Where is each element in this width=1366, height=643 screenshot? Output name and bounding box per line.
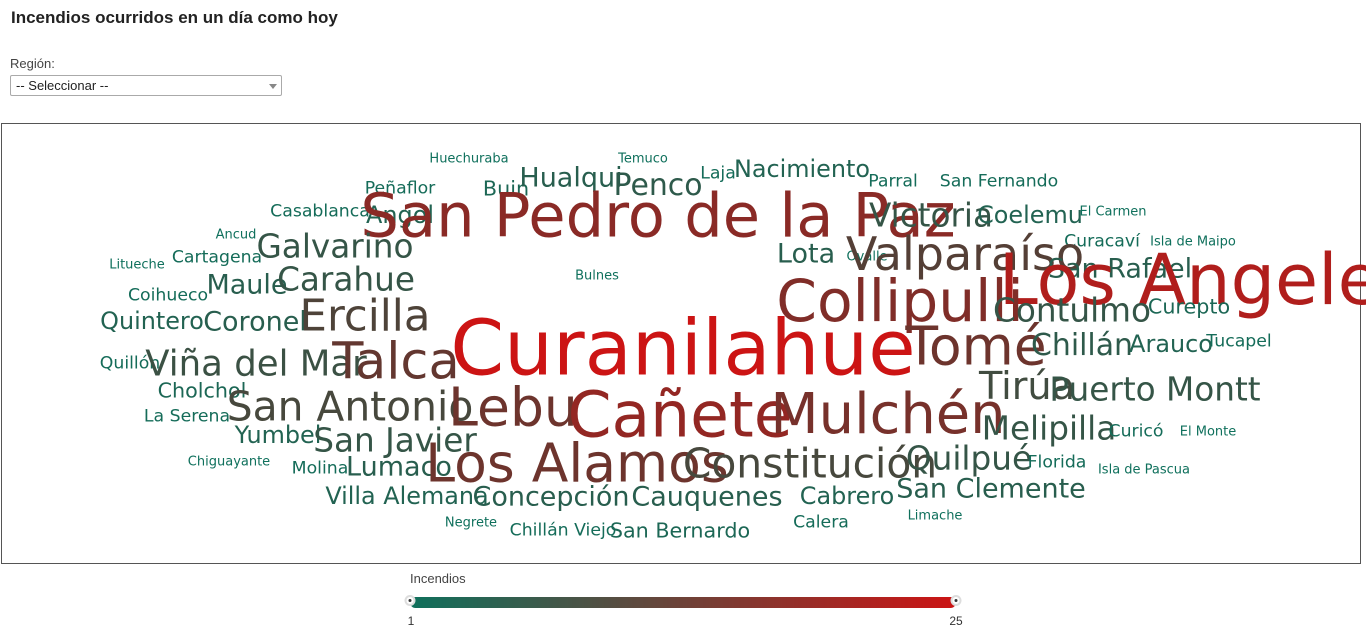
cloud-word[interactable]: Concepción	[472, 481, 630, 513]
cloud-word[interactable]: Los Angeles	[998, 238, 1366, 321]
cloud-word[interactable]: Angol	[366, 201, 434, 230]
cloud-word[interactable]: Buin	[482, 176, 530, 201]
page-title: Incendios ocurridos en un día como hoy	[11, 8, 338, 27]
chevron-down-icon	[269, 84, 277, 89]
cloud-word[interactable]: Tomé	[905, 314, 1047, 378]
cloud-word[interactable]: Casablanca	[270, 201, 370, 222]
cloud-word[interactable]: Ancud	[215, 227, 257, 243]
cloud-word[interactable]: Bulnes	[575, 268, 619, 284]
cloud-word[interactable]: Valparaíso	[845, 227, 1085, 281]
legend-min-handle[interactable]	[404, 595, 416, 606]
cloud-word[interactable]: San Bernardo	[609, 518, 751, 543]
cloud-word[interactable]: Puerto Montt	[1049, 370, 1261, 409]
cloud-word[interactable]: Calera	[793, 512, 849, 533]
cloud-word[interactable]: Victoria	[868, 196, 994, 235]
cloud-word[interactable]: San Rafael	[1047, 253, 1193, 285]
region-label: Región:	[10, 56, 55, 71]
cloud-word[interactable]: Viña del Mar	[145, 343, 367, 385]
cloud-word[interactable]: La Serena	[143, 406, 231, 427]
cloud-word[interactable]: Molina	[291, 458, 349, 479]
cloud-word[interactable]: Cañete	[567, 377, 793, 452]
cloud-word[interactable]: Lumaco	[346, 451, 452, 483]
cloud-word[interactable]: El Monte	[1179, 424, 1237, 440]
cloud-word[interactable]: Nacimiento	[733, 155, 871, 184]
legend-title: Incendios	[410, 571, 466, 586]
cloud-word[interactable]: Penco	[613, 168, 703, 204]
cloud-word[interactable]: Arauco	[1129, 330, 1213, 359]
cloud-word[interactable]: Temuco	[618, 151, 668, 167]
legend-max-handle[interactable]	[950, 595, 962, 606]
cloud-word[interactable]: San Fernando	[939, 171, 1059, 192]
word-cloud: Huechuraba Temuco Laja Nacimiento Peñaflor Bu…	[1, 123, 1366, 564]
cloud-word[interactable]: Litueche	[109, 257, 165, 273]
cloud-word[interactable]: Lota	[776, 238, 836, 270]
cloud-word[interactable]: Tirúa	[978, 364, 1076, 409]
cloud-word[interactable]: Cholchol	[157, 378, 247, 403]
cloud-word[interactable]: Cartagena	[171, 247, 263, 268]
cloud-word[interactable]: Limache	[907, 508, 963, 524]
cloud-word[interactable]: Parral	[868, 171, 918, 192]
cloud-word[interactable]: Curepto	[1147, 294, 1231, 319]
cloud-word[interactable]: Hualqui	[519, 162, 623, 194]
cloud-word[interactable]: San Antonio	[226, 382, 474, 431]
cloud-word[interactable]: Coihueco	[127, 285, 209, 306]
legend-min-label: 1	[407, 614, 415, 628]
cloud-word[interactable]: El Carmen	[1079, 204, 1147, 220]
cloud-word[interactable]: Quillón	[99, 353, 161, 374]
region-select[interactable]: -- Seleccionar --	[10, 75, 282, 96]
cloud-word[interactable]: Los Alamos	[425, 431, 729, 495]
legend-max-label: 25	[949, 614, 963, 628]
cloud-word[interactable]: Talca	[332, 332, 460, 392]
cloud-word[interactable]: San Clemente	[896, 473, 1086, 505]
cloud-word[interactable]: San Pedro de la Paz	[360, 181, 956, 252]
cloud-word[interactable]: Cabrero	[799, 482, 895, 511]
cloud-word[interactable]: Curanilahue	[450, 304, 916, 394]
cloud-word[interactable]: Galvarino	[256, 227, 414, 266]
cloud-word[interactable]: Tucapel	[1206, 331, 1272, 352]
cloud-word[interactable]: Curicó	[1108, 421, 1164, 442]
cloud-word[interactable]: Melipilla	[981, 409, 1117, 448]
cloud-word[interactable]: Coronel	[203, 306, 307, 338]
cloud-word[interactable]: Coelemu	[977, 201, 1083, 230]
cloud-word[interactable]: Mulchén	[770, 382, 1006, 448]
cloud-word[interactable]: Negrete	[444, 515, 498, 531]
cloud-word[interactable]: Maule	[206, 269, 288, 301]
cloud-word[interactable]: Isla de Maipo	[1150, 234, 1236, 250]
cloud-word[interactable]: Huechuraba	[429, 151, 509, 167]
cloud-word[interactable]: Ovalle	[846, 249, 888, 265]
legend-gradient-bar	[410, 597, 956, 608]
cloud-word[interactable]: Florida	[1027, 452, 1087, 473]
cloud-word[interactable]: Chillán Viejo	[509, 520, 617, 541]
cloud-word[interactable]: Collipulli	[776, 266, 1024, 335]
cloud-word[interactable]: Laja	[700, 163, 736, 184]
cloud-word[interactable]: Chiguayante	[187, 454, 271, 470]
cloud-word[interactable]: Villa Alemana	[325, 482, 489, 511]
cloud-word[interactable]: Ercilla	[299, 291, 431, 342]
cloud-word[interactable]: Carahue	[277, 260, 415, 299]
cloud-word[interactable]: Curacaví	[1064, 231, 1140, 252]
cloud-word[interactable]: Isla de Pascua	[1097, 462, 1191, 478]
cloud-word[interactable]: Peñaflor	[364, 178, 436, 199]
cloud-word[interactable]: Cauquenes	[631, 481, 783, 513]
cloud-word[interactable]: San Javier	[313, 421, 477, 460]
cloud-word[interactable]: Constitución	[682, 439, 938, 488]
cloud-word[interactable]: Chillán	[1031, 328, 1133, 364]
cloud-word[interactable]: Lebu	[448, 375, 578, 439]
cloud-word[interactable]: Yumbel	[234, 421, 322, 450]
cloud-word[interactable]: Contulmo	[993, 291, 1151, 330]
cloud-word[interactable]: Quilpué	[905, 439, 1033, 478]
region-select-value: -- Seleccionar --	[16, 78, 109, 93]
cloud-word[interactable]: Quintero	[100, 307, 204, 336]
